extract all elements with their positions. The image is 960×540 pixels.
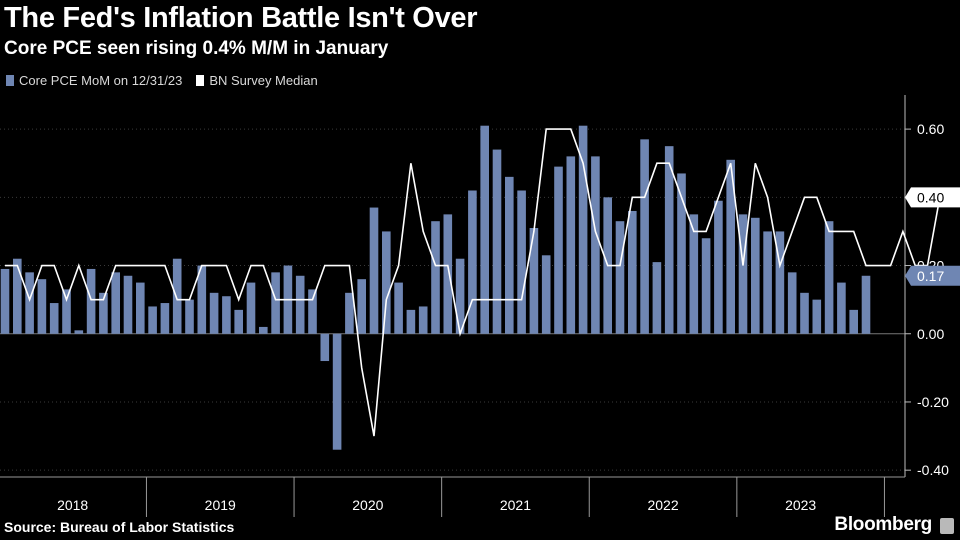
legend: Core PCE MoM on 12/31/23 BN Survey Media…	[6, 73, 318, 88]
bar-51	[628, 210, 637, 334]
ytick-label-0: -0.40	[917, 462, 949, 478]
bar-60	[738, 214, 748, 334]
bar-5	[62, 289, 71, 334]
bar-48	[591, 156, 600, 334]
bar-69	[849, 309, 858, 334]
bar-66	[812, 299, 822, 334]
legend-line-label: BN Survey Median	[209, 73, 318, 88]
bar-25	[308, 289, 317, 334]
legend-bar-swatch	[6, 75, 14, 86]
legend-line-swatch	[196, 75, 205, 86]
bar-52	[640, 139, 649, 334]
bar-14	[172, 258, 182, 334]
bar-15	[185, 299, 194, 334]
bar-44	[541, 255, 551, 334]
bar-22	[271, 272, 280, 334]
bar-68	[837, 282, 846, 334]
bar-56	[689, 214, 699, 334]
bar-32	[394, 282, 403, 334]
bar-65	[800, 292, 809, 334]
chart-title: The Fed's Inflation Battle Isn't Over	[4, 2, 478, 34]
annotation-pce-value-bg	[905, 265, 960, 286]
bar-8	[99, 292, 108, 334]
bar-53	[652, 262, 662, 334]
bar-28	[345, 292, 354, 334]
source-note: Source: Bureau of Labor Statistics	[4, 519, 235, 535]
bar-16	[197, 265, 207, 334]
bar-55	[677, 173, 686, 334]
bar-13	[160, 303, 170, 334]
bar-47	[578, 125, 588, 334]
bar-41	[505, 176, 514, 334]
bar-63	[775, 231, 785, 334]
bar-3	[37, 279, 47, 334]
bar-6	[74, 330, 84, 334]
bloomberg-logo: Bloomberg	[834, 514, 932, 535]
bar-26	[320, 333, 330, 362]
annotation-pce-value: 0.17	[905, 265, 960, 286]
year-label-2021: 2021	[500, 497, 531, 513]
series-line-bn-survey-median	[5, 128, 941, 437]
bar-18	[222, 296, 231, 334]
annotation-survey-value-bg	[905, 187, 960, 208]
bar-7	[86, 268, 96, 334]
year-label-2020: 2020	[352, 497, 383, 513]
chart-subtitle: Core PCE seen rising 0.4% M/M in January	[4, 38, 389, 59]
bar-70	[861, 275, 871, 334]
bar-12	[148, 306, 157, 334]
bar-64	[787, 272, 797, 334]
bar-38	[468, 190, 477, 334]
bar-45	[554, 166, 563, 334]
bar-36	[443, 214, 453, 334]
bar-24	[295, 275, 305, 334]
year-label-2022: 2022	[647, 497, 678, 513]
annotation-pce-value-text: 0.17	[917, 268, 944, 284]
bar-33	[406, 309, 416, 334]
bar-46	[566, 156, 576, 334]
bar-1	[13, 258, 22, 334]
bar-50	[615, 221, 625, 334]
ytick-label-1: -0.20	[917, 394, 949, 410]
bar-27	[332, 333, 342, 450]
bar-37	[455, 258, 465, 334]
bar-43	[529, 228, 539, 334]
annotation-survey-value: 0.40	[905, 187, 960, 208]
bar-19	[234, 309, 243, 334]
bar-67	[824, 221, 834, 334]
bar-20	[246, 282, 256, 334]
bar-58	[714, 200, 723, 334]
bar-40	[492, 149, 502, 334]
bar-42	[517, 190, 526, 334]
year-label-2018: 2018	[57, 497, 88, 513]
share-icon[interactable]	[940, 518, 954, 534]
bar-2	[25, 272, 34, 334]
bar-62	[763, 231, 772, 334]
year-label-2023: 2023	[785, 497, 816, 513]
legend-bar-label: Core PCE MoM on 12/31/23	[19, 73, 183, 88]
bar-30	[369, 207, 379, 334]
bar-9	[111, 272, 120, 334]
bar-10	[123, 275, 133, 334]
bar-31	[382, 231, 391, 334]
bar-57	[701, 238, 711, 334]
bar-39	[480, 125, 489, 334]
bar-29	[357, 279, 366, 334]
bar-35	[431, 221, 440, 334]
bar-59	[726, 159, 735, 334]
bar-11	[136, 282, 145, 334]
bar-61	[751, 217, 760, 334]
bar-54	[664, 146, 674, 334]
bar-4	[49, 303, 59, 334]
bar-21	[259, 326, 268, 334]
year-label-2019: 2019	[205, 497, 236, 513]
bar-34	[418, 306, 428, 334]
ytick-label-5: 0.60	[917, 121, 944, 137]
bar-0	[0, 268, 10, 334]
bar-17	[209, 292, 219, 334]
annotation-survey-value-text: 0.40	[917, 189, 944, 205]
ytick-label-2: 0.00	[917, 326, 944, 342]
